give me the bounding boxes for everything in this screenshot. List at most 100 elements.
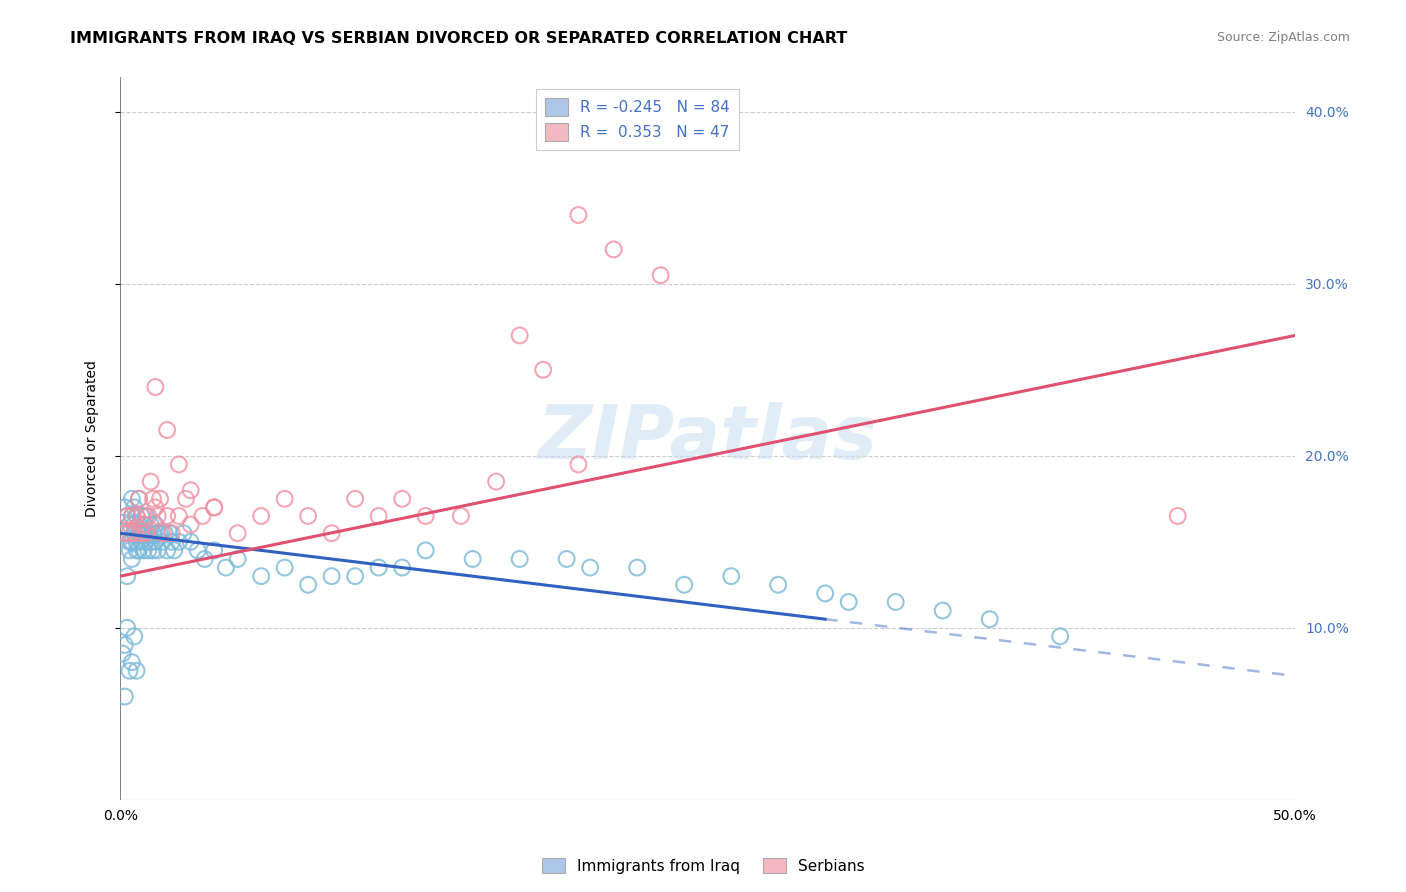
Point: [135, 534, 157, 549]
Point: [531, 363, 554, 377]
Point: [122, 526, 145, 541]
Point: [838, 595, 860, 609]
Point: [250, 569, 273, 583]
Point: [485, 475, 508, 489]
Point: [160, 526, 183, 541]
Point: [132, 517, 155, 532]
Point: [931, 604, 953, 618]
Point: [145, 500, 167, 515]
Point: [129, 534, 152, 549]
Point: [132, 526, 155, 541]
Point: [187, 543, 209, 558]
Point: [139, 475, 162, 489]
Legend: R = -0.245   N = 84, R =  0.353   N = 47: R = -0.245 N = 84, R = 0.353 N = 47: [536, 88, 738, 151]
Point: [121, 655, 143, 669]
Point: [156, 423, 179, 437]
Text: ZIPatlas: ZIPatlas: [537, 402, 877, 475]
Point: [152, 534, 174, 549]
Point: [215, 560, 238, 574]
Point: [139, 534, 162, 549]
Point: [128, 526, 150, 541]
Point: [273, 560, 295, 574]
Point: [121, 552, 143, 566]
Point: [167, 534, 190, 549]
Text: IMMIGRANTS FROM IRAQ VS SERBIAN DIVORCED OR SEPARATED CORRELATION CHART: IMMIGRANTS FROM IRAQ VS SERBIAN DIVORCED…: [70, 31, 848, 46]
Point: [1049, 629, 1071, 643]
Point: [461, 552, 484, 566]
Point: [1167, 508, 1189, 523]
Point: [121, 508, 143, 523]
Point: [114, 526, 136, 541]
Point: [129, 526, 152, 541]
Point: [173, 526, 195, 541]
Point: [509, 328, 531, 343]
Y-axis label: Divorced or Separated: Divorced or Separated: [86, 360, 100, 517]
Point: [145, 517, 167, 532]
Point: [297, 508, 319, 523]
Point: [115, 569, 138, 583]
Point: [194, 552, 217, 566]
Point: [180, 534, 202, 549]
Point: [250, 508, 273, 523]
Point: [128, 491, 150, 506]
Point: [152, 526, 174, 541]
Point: [167, 508, 190, 523]
Point: [720, 569, 742, 583]
Point: [146, 508, 169, 523]
Point: [650, 268, 672, 283]
Legend: Immigrants from Iraq, Serbians: Immigrants from Iraq, Serbians: [536, 852, 870, 880]
Point: [122, 526, 145, 541]
Point: [149, 526, 172, 541]
Point: [226, 552, 249, 566]
Point: [163, 543, 186, 558]
Point: [391, 491, 413, 506]
Point: [567, 458, 589, 472]
Point: [415, 508, 437, 523]
Point: [114, 500, 136, 515]
Point: [118, 534, 141, 549]
Point: [125, 534, 148, 549]
Point: [128, 543, 150, 558]
Text: Source: ZipAtlas.com: Source: ZipAtlas.com: [1216, 31, 1350, 45]
Point: [115, 621, 138, 635]
Point: [121, 491, 143, 506]
Point: [555, 552, 578, 566]
Point: [115, 508, 138, 523]
Point: [114, 690, 136, 704]
Point: [321, 569, 343, 583]
Point: [111, 647, 134, 661]
Point: [139, 517, 162, 532]
Point: [121, 508, 143, 523]
Point: [509, 552, 531, 566]
Point: [122, 629, 145, 643]
Point: [156, 508, 179, 523]
Point: [673, 578, 696, 592]
Point: [138, 543, 160, 558]
Point: [626, 560, 648, 574]
Point: [146, 526, 169, 541]
Point: [202, 500, 225, 515]
Point: [114, 638, 136, 652]
Point: [814, 586, 837, 600]
Point: [153, 526, 176, 541]
Point: [273, 491, 295, 506]
Point: [191, 508, 214, 523]
Point: [115, 508, 138, 523]
Point: [122, 500, 145, 515]
Point: [567, 208, 589, 222]
Point: [391, 560, 413, 574]
Point: [142, 543, 165, 558]
Point: [367, 508, 389, 523]
Point: [766, 578, 789, 592]
Point: [579, 560, 602, 574]
Point: [167, 458, 190, 472]
Point: [226, 526, 249, 541]
Point: [135, 508, 157, 523]
Point: [118, 664, 141, 678]
Point: [450, 508, 472, 523]
Point: [159, 526, 181, 541]
Point: [180, 483, 202, 498]
Point: [160, 534, 183, 549]
Point: [129, 508, 152, 523]
Point: [297, 578, 319, 592]
